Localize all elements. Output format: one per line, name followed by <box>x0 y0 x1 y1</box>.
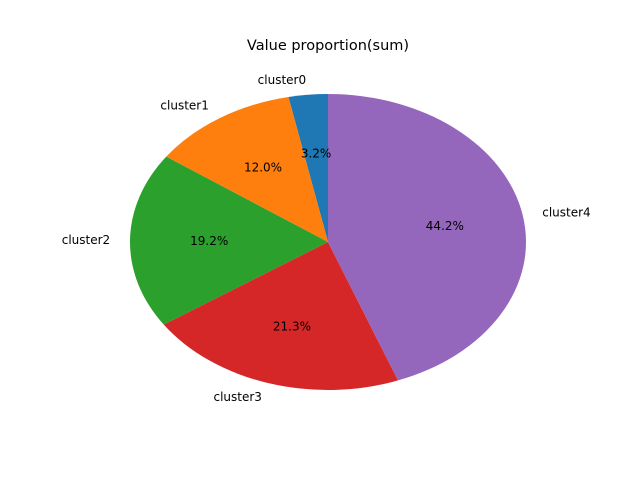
slice-label-cluster2: cluster2 <box>62 233 110 247</box>
chart-title: Value proportion(sum) <box>247 38 409 54</box>
pie-slice-cluster4 <box>328 94 527 381</box>
pie-labels: cluster0 3.2% cluster1 12.0% cluster2 19.2% cl… <box>62 73 591 404</box>
slice-label-cluster3: cluster3 <box>213 390 261 404</box>
pie-slices <box>130 94 527 391</box>
slice-percent-cluster1: 12.0% <box>244 161 282 175</box>
slice-percent-cluster4: 44.2% <box>426 219 464 233</box>
slice-label-cluster1: cluster1 <box>160 99 208 113</box>
slice-percent-cluster2: 19.2% <box>190 234 228 248</box>
slice-label-cluster4: cluster4 <box>542 206 590 220</box>
pie-slice-cluster3 <box>163 242 399 391</box>
pie-slice-cluster1 <box>166 96 328 243</box>
pie-slice-cluster0 <box>288 94 328 242</box>
slice-percent-cluster0: 3.2% <box>301 147 332 161</box>
slice-label-cluster0: cluster0 <box>258 73 306 87</box>
pie-slice-cluster2 <box>130 156 328 325</box>
slice-percent-cluster3: 21.3% <box>273 320 311 334</box>
